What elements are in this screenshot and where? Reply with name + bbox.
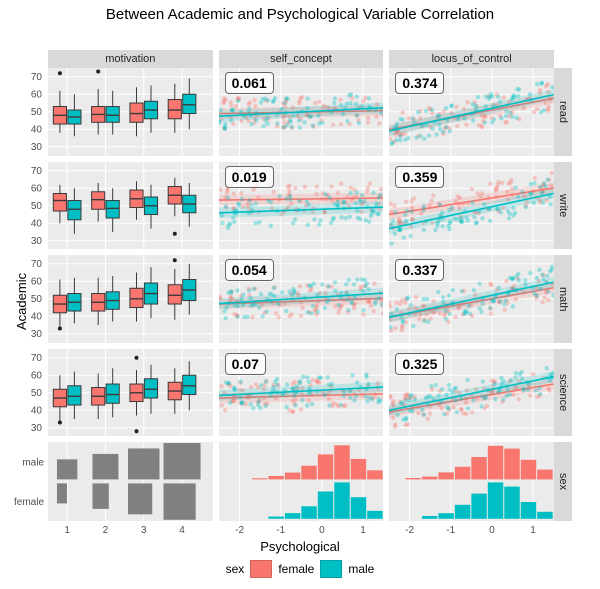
svg-text:70: 70	[31, 72, 43, 83]
svg-text:4: 4	[179, 525, 185, 536]
panel-math-self_concept: 0.054	[219, 255, 384, 343]
svg-text:60: 60	[31, 370, 43, 381]
strip-row-read: read	[554, 68, 572, 156]
svg-text:70: 70	[31, 165, 43, 176]
corr-label: 0.337	[395, 259, 444, 281]
legend-swatch-male	[320, 560, 342, 578]
svg-text:30: 30	[31, 422, 43, 433]
panel-sex-motivation	[48, 442, 213, 521]
corr-label: 0.359	[395, 166, 444, 188]
panel-math-locus_of_control: 0.337	[389, 255, 554, 343]
strip-col-locus_of_control: locus_of_control	[389, 50, 554, 68]
svg-text:50: 50	[31, 294, 43, 305]
corr-label: 0.061	[225, 72, 274, 94]
svg-text:-1: -1	[276, 525, 285, 536]
svg-text:70: 70	[31, 352, 43, 363]
svg-text:50: 50	[31, 107, 43, 118]
svg-text:50: 50	[31, 387, 43, 398]
svg-text:male: male	[22, 458, 44, 469]
legend: sex female male	[0, 560, 600, 578]
svg-text:60: 60	[31, 276, 43, 287]
svg-text:-2: -2	[405, 525, 414, 536]
corr-label: 0.374	[395, 72, 444, 94]
panel-write-motivation	[48, 162, 213, 250]
svg-text:60: 60	[31, 89, 43, 100]
svg-text:0: 0	[319, 525, 325, 536]
svg-text:-2: -2	[235, 525, 244, 536]
svg-text:50: 50	[31, 200, 43, 211]
panel-read-locus_of_control: 0.374	[389, 68, 554, 156]
panel-sex-locus_of_control	[389, 442, 554, 521]
svg-text:-1: -1	[447, 525, 456, 536]
svg-text:70: 70	[31, 259, 43, 270]
panel-read-motivation	[48, 68, 213, 156]
x-axis-title: Psychological	[0, 539, 600, 554]
legend-label-male: male	[348, 562, 374, 576]
corr-label: 0.325	[395, 353, 444, 375]
svg-text:1: 1	[64, 525, 70, 536]
strip-row-sex: sex	[554, 442, 572, 521]
svg-text:40: 40	[31, 218, 43, 229]
svg-text:40: 40	[31, 124, 43, 135]
facet-grid-chart: Between Academic and Psychological Varia…	[0, 0, 600, 589]
panel-science-locus_of_control: 0.325	[389, 349, 554, 437]
svg-text:female: female	[14, 497, 44, 508]
svg-text:30: 30	[31, 329, 43, 340]
corr-label: 0.054	[225, 259, 274, 281]
svg-text:30: 30	[31, 235, 43, 246]
panel-sex-self_concept	[219, 442, 384, 521]
chart-title: Between Academic and Psychological Varia…	[0, 6, 600, 23]
legend-swatch-female	[250, 560, 272, 578]
panel-science-self_concept: 0.07	[219, 349, 384, 437]
strip-col-self_concept: self_concept	[219, 50, 384, 68]
corr-label: 0.07	[225, 353, 266, 375]
svg-text:60: 60	[31, 183, 43, 194]
svg-text:40: 40	[31, 311, 43, 322]
panel-write-self_concept: 0.019	[219, 162, 384, 250]
strip-col-motivation: motivation	[48, 50, 213, 68]
panel-science-motivation	[48, 349, 213, 437]
svg-text:1: 1	[360, 525, 366, 536]
panel-read-self_concept: 0.061	[219, 68, 384, 156]
corr-label: 0.019	[225, 166, 274, 188]
panel-write-locus_of_control: 0.359	[389, 162, 554, 250]
strip-row-science: science	[554, 349, 572, 437]
legend-title: sex	[226, 562, 245, 576]
panel-math-motivation	[48, 255, 213, 343]
svg-text:2: 2	[103, 525, 109, 536]
strip-row-math: math	[554, 255, 572, 343]
svg-text:40: 40	[31, 405, 43, 416]
svg-text:30: 30	[31, 142, 43, 153]
svg-text:0: 0	[489, 525, 495, 536]
strip-row-write: write	[554, 162, 572, 250]
legend-label-female: female	[278, 562, 314, 576]
svg-text:1: 1	[531, 525, 537, 536]
svg-text:3: 3	[141, 525, 147, 536]
